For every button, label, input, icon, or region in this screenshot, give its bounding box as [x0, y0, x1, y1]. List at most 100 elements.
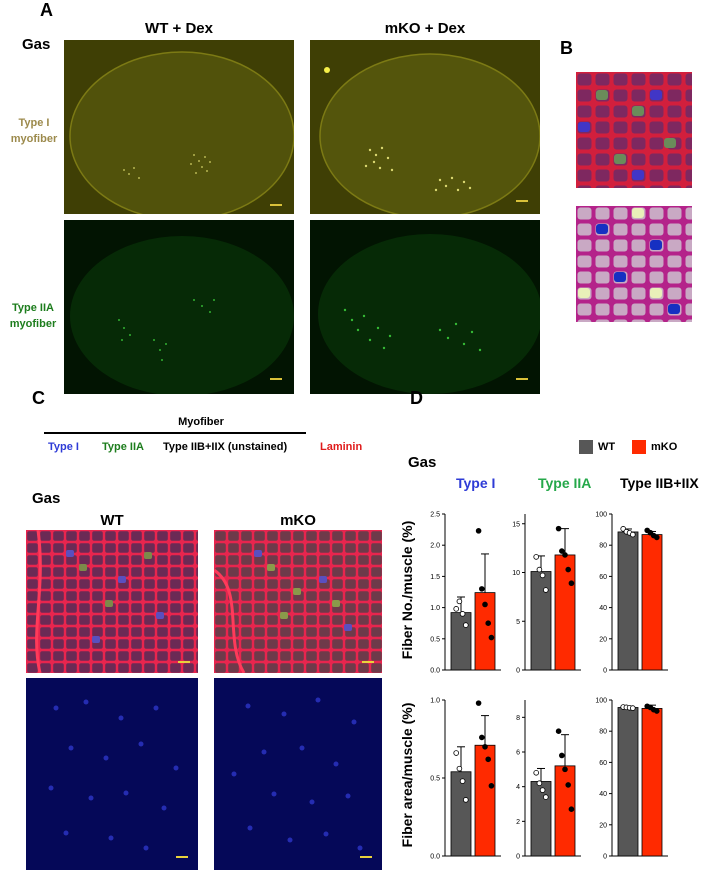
- bar-wt: [450, 612, 472, 671]
- legend-wt-label: WT: [598, 441, 616, 453]
- data-point: [630, 531, 636, 538]
- data-point: [459, 611, 466, 617]
- data-point: [533, 769, 540, 776]
- ylabel-top: Fiber No./muscle (%): [399, 521, 415, 659]
- y-tick-label: 40: [599, 791, 607, 798]
- col-type1-title: Type I: [456, 475, 496, 491]
- data-point: [456, 598, 463, 605]
- y-tick-label: 60: [599, 574, 607, 581]
- data-point: [555, 728, 562, 735]
- panel-a-row2-label: Type IIA myofiber: [2, 300, 64, 332]
- panel-c-muscle-label: Gas: [32, 490, 61, 507]
- panel-a-muscle-label: Gas: [22, 36, 51, 53]
- data-point: [488, 634, 495, 641]
- legend-wt-swatch: [579, 440, 593, 454]
- data-point: [482, 744, 488, 750]
- data-point: [559, 752, 565, 759]
- y-tick-label: 0: [516, 668, 520, 675]
- bar-mko: [641, 708, 663, 857]
- bar-charts: Fiber No./muscle (%) Fiber area/muscle (…: [399, 512, 668, 861]
- panel-letter-d: D: [410, 388, 423, 408]
- row1-label-line1: Type I: [18, 117, 50, 129]
- data-point: [453, 606, 459, 612]
- y-tick-label: 0.0: [430, 668, 440, 675]
- data-point: [568, 580, 575, 587]
- panel-letter-a: A: [40, 0, 53, 20]
- data-point: [543, 794, 549, 800]
- panel-a-col-mko: mKO + Dex: [384, 20, 466, 37]
- y-tick-label: 0: [603, 854, 607, 861]
- panel-c-col-wt: WT: [100, 512, 124, 529]
- y-tick-label: 80: [599, 543, 607, 550]
- data-point: [475, 700, 482, 706]
- myofiber-header: Myofiber: [178, 416, 224, 428]
- micrograph-wt-type1: [64, 40, 294, 214]
- data-point: [630, 705, 636, 711]
- data-point: [459, 778, 466, 784]
- y-tick-label: 1.0: [430, 605, 440, 612]
- data-point: [559, 548, 565, 554]
- bar-wt: [450, 771, 472, 857]
- data-point: [475, 528, 482, 534]
- bar-mko: [474, 744, 496, 857]
- data-point: [479, 734, 485, 741]
- bar-mko: [554, 554, 576, 671]
- legend-mko-label: mKO: [651, 441, 678, 453]
- bar-wt: [530, 781, 552, 857]
- y-tick-label: 1.5: [430, 574, 440, 581]
- y-tick-label: 4: [516, 784, 520, 791]
- data-point: [568, 806, 575, 813]
- scale-bar: [516, 200, 528, 202]
- panel-d-muscle-label: Gas: [408, 454, 437, 471]
- row1-label-line2: myofiber: [10, 133, 58, 145]
- y-tick-label: 60: [599, 760, 607, 767]
- scale-bar: [516, 378, 528, 380]
- data-point: [653, 708, 660, 714]
- y-tick-label: 20: [599, 822, 607, 829]
- y-tick-label: 20: [599, 636, 607, 643]
- y-tick-label: 80: [599, 729, 607, 736]
- data-point: [536, 566, 543, 573]
- legend-type2a: Type IIA: [102, 441, 144, 453]
- data-point: [482, 601, 488, 608]
- micrograph-mko-type1: [310, 40, 540, 214]
- y-tick-label: 5: [516, 619, 520, 626]
- bar-wt: [530, 571, 552, 671]
- data-point: [562, 766, 568, 773]
- scale-bar: [360, 856, 372, 858]
- data-point: [479, 586, 485, 592]
- legend-type2bx: Type IIB+IIX (unstained): [163, 441, 288, 453]
- scale-bar: [270, 378, 282, 380]
- y-tick-label: 100: [595, 512, 607, 519]
- data-point: [453, 750, 459, 756]
- scale-bar: [176, 856, 188, 858]
- scale-bar: [362, 661, 374, 663]
- panel-letter-b: B: [560, 38, 573, 58]
- data-point: [485, 620, 491, 626]
- y-tick-label: 0.5: [430, 636, 440, 643]
- data-point: [485, 756, 491, 763]
- y-tick-label: 100: [595, 698, 607, 705]
- y-tick-label: 2.0: [430, 543, 440, 550]
- y-tick-label: 0: [603, 668, 607, 675]
- data-point: [555, 525, 562, 532]
- scale-bar: [270, 204, 282, 206]
- micrograph-mko-type1: [214, 678, 382, 870]
- scale-bar: [178, 661, 190, 663]
- data-point: [565, 566, 572, 573]
- y-tick-label: 8: [516, 715, 520, 722]
- data-point: [488, 782, 495, 789]
- bar-mko: [474, 592, 496, 671]
- row2-label-line1: Type IIA: [12, 302, 54, 314]
- mosaic-image-type2: [576, 206, 692, 322]
- bar-wt: [617, 531, 639, 671]
- y-tick-label: 10: [512, 570, 520, 577]
- data-point: [456, 765, 463, 772]
- panel-letter-c: C: [32, 388, 45, 408]
- y-tick-label: 1.0: [430, 698, 440, 705]
- data-point: [536, 780, 543, 787]
- bar-wt: [617, 707, 639, 857]
- row2-label-line2: myofiber: [9, 318, 57, 330]
- data-point: [533, 554, 540, 560]
- bar-mko: [554, 765, 576, 857]
